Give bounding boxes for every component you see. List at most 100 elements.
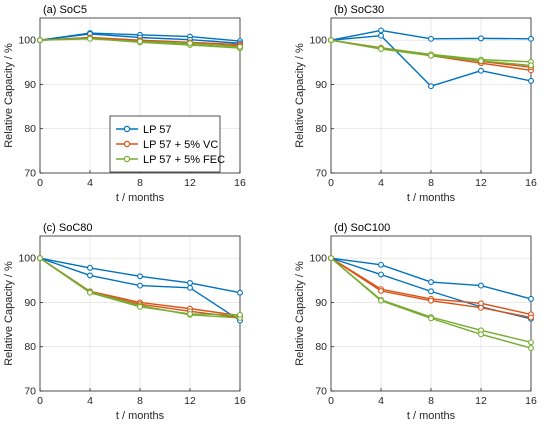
x-tick-label-0-1: 4: [87, 177, 93, 189]
x-tick-label-2-4: 16: [234, 395, 246, 407]
data-point-3-5-2: [428, 315, 434, 322]
data-point-1-1-1: [378, 32, 384, 39]
data-point-3-3-4: [528, 314, 534, 321]
data-point-1-1-4: [528, 77, 534, 84]
data-point-1-5-4: [528, 62, 534, 69]
data-point-2-1-1: [87, 272, 93, 279]
legend-marker-lp57: [123, 125, 131, 133]
y-tick-label-1-3: 100: [309, 35, 327, 47]
y-tick-label-1-0: 70: [315, 168, 327, 180]
x-tick-label-3-4: 16: [525, 395, 537, 407]
data-point-1-5-3: [478, 58, 484, 64]
legend-entry-lp57-fec: LP 57 + 5% FEC: [116, 154, 225, 166]
y-axis-label-1: Relative Capacity / %: [294, 43, 306, 148]
y-tick-label-2-2: 90: [24, 297, 36, 309]
data-point-2-1-3: [187, 284, 193, 291]
data-point-2-0-4: [237, 289, 243, 296]
x-tick-label-1-2: 8: [428, 177, 434, 189]
legend-label-lp57-fec: LP 57 + 5% FEC: [143, 154, 225, 166]
x-tick-label-2-2: 8: [137, 395, 143, 407]
data-point-2-0-1: [87, 264, 93, 271]
data-point-1-0-1: [378, 27, 384, 34]
data-point-0-5-0: [37, 37, 43, 44]
chart-panel-2: 0 4 8 12 16 70 80 90 100 t / months Relative Capac…: [3, 222, 246, 422]
x-axis-label-1: t / months: [407, 192, 456, 204]
data-point-3-5-1: [378, 297, 384, 304]
data-point-3-5-4: [528, 345, 534, 351]
data-point-3-3-2: [428, 297, 434, 304]
data-point-3-1-1: [378, 271, 384, 278]
data-point-3-3-3: [478, 304, 484, 311]
x-axis-label-3: t / months: [407, 410, 456, 422]
data-point-3-5-0: [328, 255, 334, 262]
chart-panel-1: 0 4 8 12 16 70 80 90 100 t / months Relative Capac…: [294, 4, 537, 204]
chart-panel-3: 0 4 8 12 16 70 80 90 100 t / months Relative Capac…: [294, 222, 537, 422]
data-point-1-1-2: [428, 83, 434, 90]
y-tick-label-0-0: 70: [24, 168, 36, 180]
panel-title-3: (d) SoC100: [334, 222, 390, 234]
data-point-0-5-2: [137, 38, 143, 45]
panel-title-2: (c) SoC80: [43, 222, 93, 234]
data-point-3-5-3: [478, 331, 484, 338]
x-tick-label-0-2: 8: [137, 177, 143, 189]
data-point-3-1-2: [428, 288, 434, 295]
data-point-1-0-4: [528, 35, 534, 42]
data-point-2-5-2: [137, 303, 143, 310]
data-point-1-5-0: [328, 37, 334, 44]
legend-label-lp57-vc: LP 57 + 5% VC: [143, 139, 218, 151]
data-point-2-5-3: [187, 310, 193, 317]
data-point-3-0-3: [478, 282, 484, 289]
x-tick-label-3-1: 4: [378, 395, 384, 407]
x-tick-label-1-0: 0: [328, 177, 334, 189]
x-tick-label-2-1: 4: [87, 395, 93, 407]
legend-marker-lp57-vc: [123, 140, 131, 148]
panel-title-0: (a) SoC5: [43, 4, 87, 16]
data-point-0-5-3: [187, 40, 193, 47]
y-tick-label-2-3: 100: [18, 253, 36, 265]
legend: LP 57 LP 57 + 5% VC LP 57 + 5% FEC: [109, 115, 225, 173]
x-tick-label-3-2: 8: [428, 395, 434, 407]
x-axis-label-0: t / months: [116, 192, 165, 204]
data-point-2-5-1: [87, 289, 93, 296]
y-tick-label-0-1: 80: [24, 123, 36, 135]
legend-entry-lp57-vc: LP 57 + 5% VC: [116, 139, 218, 151]
x-tick-label-1-1: 4: [378, 177, 384, 189]
legend-entry-lp57: LP 57: [116, 124, 172, 136]
x-tick-label-0-4: 16: [234, 177, 246, 189]
y-tick-label-2-1: 80: [24, 341, 36, 353]
y-axis-label-3: Relative Capacity / %: [294, 261, 306, 366]
x-tick-label-1-4: 16: [525, 177, 537, 189]
x-tick-label-0-0: 0: [37, 177, 43, 189]
legend-marker-lp57-fec: [123, 155, 131, 163]
y-tick-label-3-0: 70: [315, 386, 327, 398]
data-point-3-0-2: [428, 279, 434, 286]
data-point-3-0-4: [528, 295, 534, 302]
data-point-1-5-1: [378, 46, 384, 52]
data-point-1-1-3: [478, 67, 484, 74]
y-tick-label-0-3: 100: [18, 35, 36, 47]
y-tick-label-1-1: 80: [315, 123, 327, 135]
x-tick-label-3-3: 12: [475, 395, 487, 407]
y-tick-label-3-2: 90: [315, 297, 327, 309]
legend-label-lp57: LP 57: [143, 124, 172, 136]
data-point-2-5-4: [237, 311, 243, 318]
x-tick-label-0-3: 12: [184, 177, 196, 189]
y-tick-label-3-1: 80: [315, 341, 327, 353]
data-point-1-0-2: [428, 35, 434, 42]
data-point-1-0-3: [478, 35, 484, 42]
data-point-0-5-1: [87, 35, 93, 42]
y-axis-label-0: Relative Capacity / %: [3, 43, 15, 148]
data-point-0-5-4: [237, 43, 243, 50]
data-point-3-3-1: [378, 287, 384, 294]
data-point-2-0-3: [187, 279, 193, 286]
data-point-2-0-2: [137, 273, 143, 280]
chart-panel-0: 0 4 8 12 16 70 80 90 100 t / months Relative Capac…: [3, 4, 246, 204]
x-axis-label-2: t / months: [116, 410, 165, 422]
x-tick-label-3-0: 0: [328, 395, 334, 407]
panel-title-1: (b) SoC30: [334, 4, 384, 16]
data-point-2-1-2: [137, 282, 143, 289]
y-axis-label-2: Relative Capacity / %: [3, 261, 15, 366]
y-tick-label-3-3: 100: [309, 253, 327, 265]
y-tick-label-2-0: 70: [24, 386, 36, 398]
